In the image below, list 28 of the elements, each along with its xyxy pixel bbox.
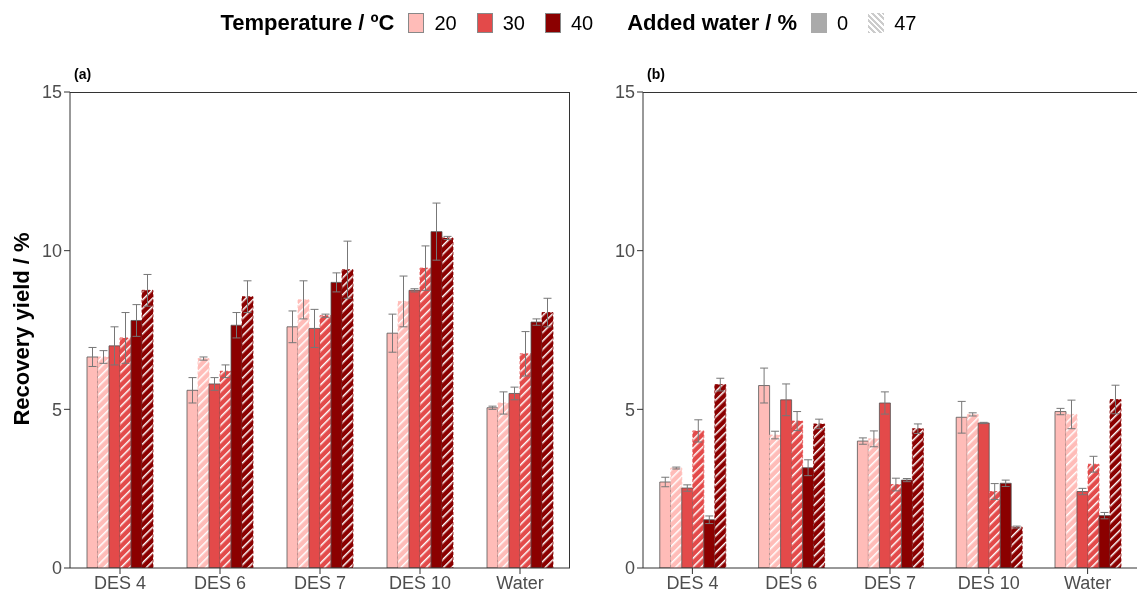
y-axis-title: Recovery yield / %: [9, 231, 35, 428]
y-tick-label: 10: [41, 241, 62, 262]
chart-title: (a): [74, 66, 92, 82]
x-tick-label: Water: [1063, 572, 1112, 593]
text: Added water / %: [627, 10, 798, 36]
x-tick-label: DES 6: [193, 572, 247, 593]
y-tick-label: 5: [624, 399, 635, 420]
x-tick-label: DES 4: [93, 572, 147, 593]
y-tick-label: 5: [51, 399, 62, 420]
legend-label: 20: [434, 11, 457, 35]
y-tick-label: 15: [41, 82, 62, 103]
text: 47: [894, 11, 917, 35]
y-tick-label: 0: [624, 558, 635, 579]
x-tick-label: DES 6: [765, 572, 818, 593]
x-tick-label: DES 10: [388, 572, 452, 593]
legend-title: Temperature / ºC: [220, 10, 395, 36]
x-tick-label: DES 10: [957, 572, 1020, 593]
x-tick-label: DES 7: [293, 572, 347, 593]
legend-label: 30: [502, 11, 525, 35]
chart-title: (b): [647, 66, 665, 82]
legend-label: 40: [570, 11, 594, 35]
x-tick-label: DES 4: [666, 572, 719, 593]
text: 0: [837, 11, 849, 35]
x-tick-label: Water: [496, 572, 544, 593]
x-tick-label: DES 7: [863, 572, 917, 593]
y-tick-label: 15: [614, 82, 635, 103]
y-tick-label: 0: [51, 558, 62, 579]
y-tick-label: 10: [614, 241, 635, 262]
